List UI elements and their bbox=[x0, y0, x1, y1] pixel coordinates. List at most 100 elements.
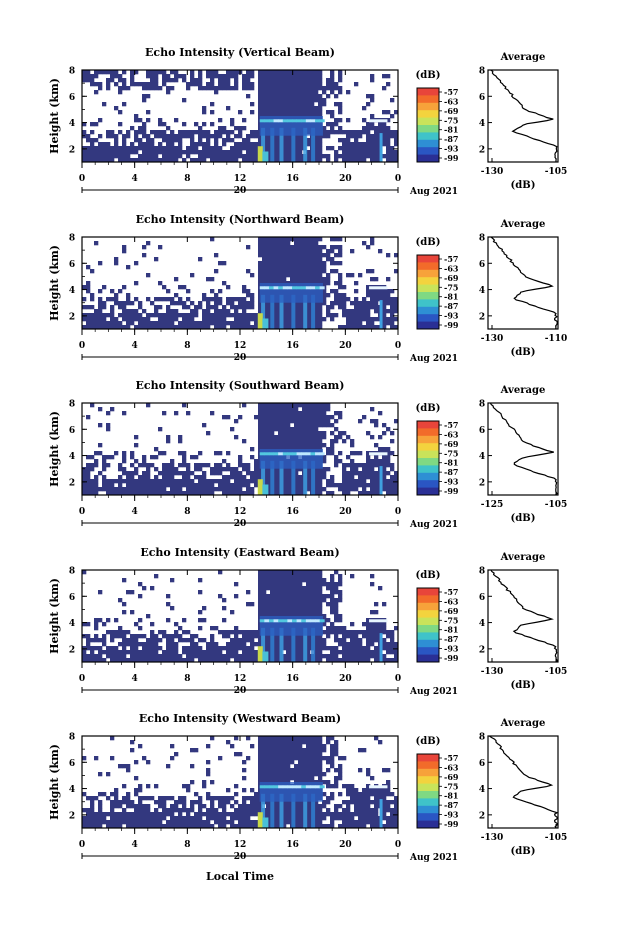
profile-title: Average bbox=[500, 219, 546, 230]
colorbar-segment bbox=[417, 761, 439, 770]
day-number-label: 20 bbox=[234, 519, 247, 529]
profile-y-tick-label: 2 bbox=[479, 312, 485, 322]
panel-title: Echo Intensity (Northward Beam) bbox=[136, 213, 345, 226]
panel-title: Echo Intensity (Eastward Beam) bbox=[140, 546, 339, 559]
panel-title: Echo Intensity (Southward Beam) bbox=[136, 379, 345, 392]
profile-x-tick-label: -130 bbox=[481, 667, 504, 677]
profile-title: Average bbox=[500, 552, 546, 563]
x-tick-label: 0 bbox=[395, 174, 401, 184]
x-tick-label: 4 bbox=[132, 341, 138, 351]
day-number-label: 20 bbox=[234, 353, 247, 363]
heatmap bbox=[82, 570, 399, 663]
colorbar-tick-label: -69 bbox=[444, 106, 459, 116]
colorbar-tick-label: -87 bbox=[444, 134, 458, 144]
x-tick-label: 20 bbox=[339, 840, 352, 850]
y-tick-label: 6 bbox=[69, 593, 75, 603]
profile-x-tick-label: -105 bbox=[545, 167, 568, 177]
y-tick-label: 2 bbox=[69, 478, 75, 488]
colorbar-tick-label: -57 bbox=[444, 753, 458, 763]
profile-frame bbox=[487, 236, 559, 330]
colorbar-tick-label: -57 bbox=[444, 254, 458, 264]
profile-y-tick-label: 8 bbox=[479, 234, 485, 244]
profile-curve bbox=[489, 735, 559, 829]
colorbar-tick-label: -93 bbox=[444, 477, 459, 487]
colorbar-segment bbox=[417, 617, 439, 626]
x-tick-label: 0 bbox=[79, 174, 85, 184]
colorbar-tick-label: -63 bbox=[444, 429, 459, 439]
colorbar-tick-label: -75 bbox=[444, 282, 458, 292]
x-tick-label: 16 bbox=[286, 674, 299, 684]
y-tick-label: 8 bbox=[69, 400, 75, 410]
colorbar-segment bbox=[417, 262, 439, 271]
x-tick-label: 12 bbox=[234, 507, 247, 517]
profile-y-tick-label: 6 bbox=[479, 260, 485, 270]
colorbar-tick-label: -99 bbox=[444, 819, 459, 829]
profile-curve bbox=[490, 569, 558, 663]
colorbar-tick-label: -81 bbox=[444, 791, 458, 801]
heatmap bbox=[82, 70, 399, 163]
colorbar-segment bbox=[417, 117, 439, 126]
date-label: Aug 2021 bbox=[409, 687, 458, 697]
y-tick-label: 4 bbox=[69, 452, 75, 462]
colorbar-segment bbox=[417, 647, 439, 656]
x-tick-label: 8 bbox=[184, 674, 190, 684]
colorbar-frame bbox=[416, 254, 440, 330]
profile-y-tick-label: 8 bbox=[479, 733, 485, 743]
profile-x-label: (dB) bbox=[511, 513, 536, 524]
colorbar-segment bbox=[417, 443, 439, 452]
colorbar-tick-label: -81 bbox=[444, 125, 458, 135]
y-tick-label: 4 bbox=[69, 119, 75, 129]
x-tick-label: 0 bbox=[79, 341, 85, 351]
colorbar-segment bbox=[417, 88, 439, 96]
colorbar-segment bbox=[417, 813, 439, 822]
profile-y-tick-label: 4 bbox=[479, 452, 485, 462]
colorbar-tick-label: -87 bbox=[444, 800, 458, 810]
colorbar-tick-label: -57 bbox=[444, 420, 458, 430]
profile-frame bbox=[487, 735, 559, 829]
y-axis-label: Height (km) bbox=[48, 744, 61, 820]
x-tick-label: 12 bbox=[234, 341, 247, 351]
colorbar-segment bbox=[417, 480, 439, 489]
colorbar-segment bbox=[417, 321, 439, 330]
y-tick-label: 8 bbox=[69, 67, 75, 77]
x-tick-label: 4 bbox=[132, 674, 138, 684]
profile-title: Average bbox=[500, 385, 546, 396]
colorbar-segment bbox=[417, 147, 439, 156]
profile-x-tick-label: -105 bbox=[545, 833, 568, 843]
colorbar-unit: (dB) bbox=[416, 237, 441, 248]
colorbar-segment bbox=[417, 632, 439, 641]
profile-curve bbox=[490, 69, 558, 162]
colorbar-tick-label: -99 bbox=[444, 320, 459, 330]
profile-y-tick-label: 2 bbox=[479, 145, 485, 155]
panel-4: Echo Intensity (Westward Beam) 2 4 6 8 Height… bbox=[48, 712, 567, 863]
colorbar-segment bbox=[417, 639, 439, 648]
y-axis-label: Height (km) bbox=[48, 578, 61, 654]
panel-title: Echo Intensity (Vertical Beam) bbox=[145, 46, 335, 59]
x-tick-label: 20 bbox=[339, 341, 352, 351]
profile-x-label: (dB) bbox=[511, 846, 536, 857]
colorbar-tick-label: -81 bbox=[444, 458, 458, 468]
colorbar-segment bbox=[417, 472, 439, 481]
colorbar-unit: (dB) bbox=[416, 70, 441, 81]
x-tick-label: 4 bbox=[132, 840, 138, 850]
x-tick-label: 0 bbox=[79, 507, 85, 517]
colorbar-tick-label: -69 bbox=[444, 273, 459, 283]
colorbar-unit: (dB) bbox=[416, 736, 441, 747]
colorbar-segment bbox=[417, 314, 439, 323]
x-tick-label: 16 bbox=[286, 341, 299, 351]
colorbar-segment bbox=[417, 602, 439, 611]
colorbar-segment bbox=[417, 102, 439, 111]
colorbar-segment bbox=[417, 791, 439, 799]
colorbar-segment bbox=[417, 465, 439, 474]
date-label: Aug 2021 bbox=[409, 187, 458, 197]
colorbar-tick-label: -81 bbox=[444, 292, 458, 302]
panel-0: Echo Intensity (Vertical Beam) 2 4 6 8 Height… bbox=[48, 46, 567, 197]
profile-x-tick-label: -130 bbox=[481, 334, 504, 344]
colorbar-tick-label: -69 bbox=[444, 606, 459, 616]
y-tick-label: 8 bbox=[69, 733, 75, 743]
colorbar-tick-label: -57 bbox=[444, 587, 458, 597]
colorbar-frame bbox=[416, 587, 440, 663]
colorbar-segment bbox=[417, 768, 439, 777]
y-tick-label: 4 bbox=[69, 286, 75, 296]
colorbar-segment bbox=[417, 292, 439, 300]
